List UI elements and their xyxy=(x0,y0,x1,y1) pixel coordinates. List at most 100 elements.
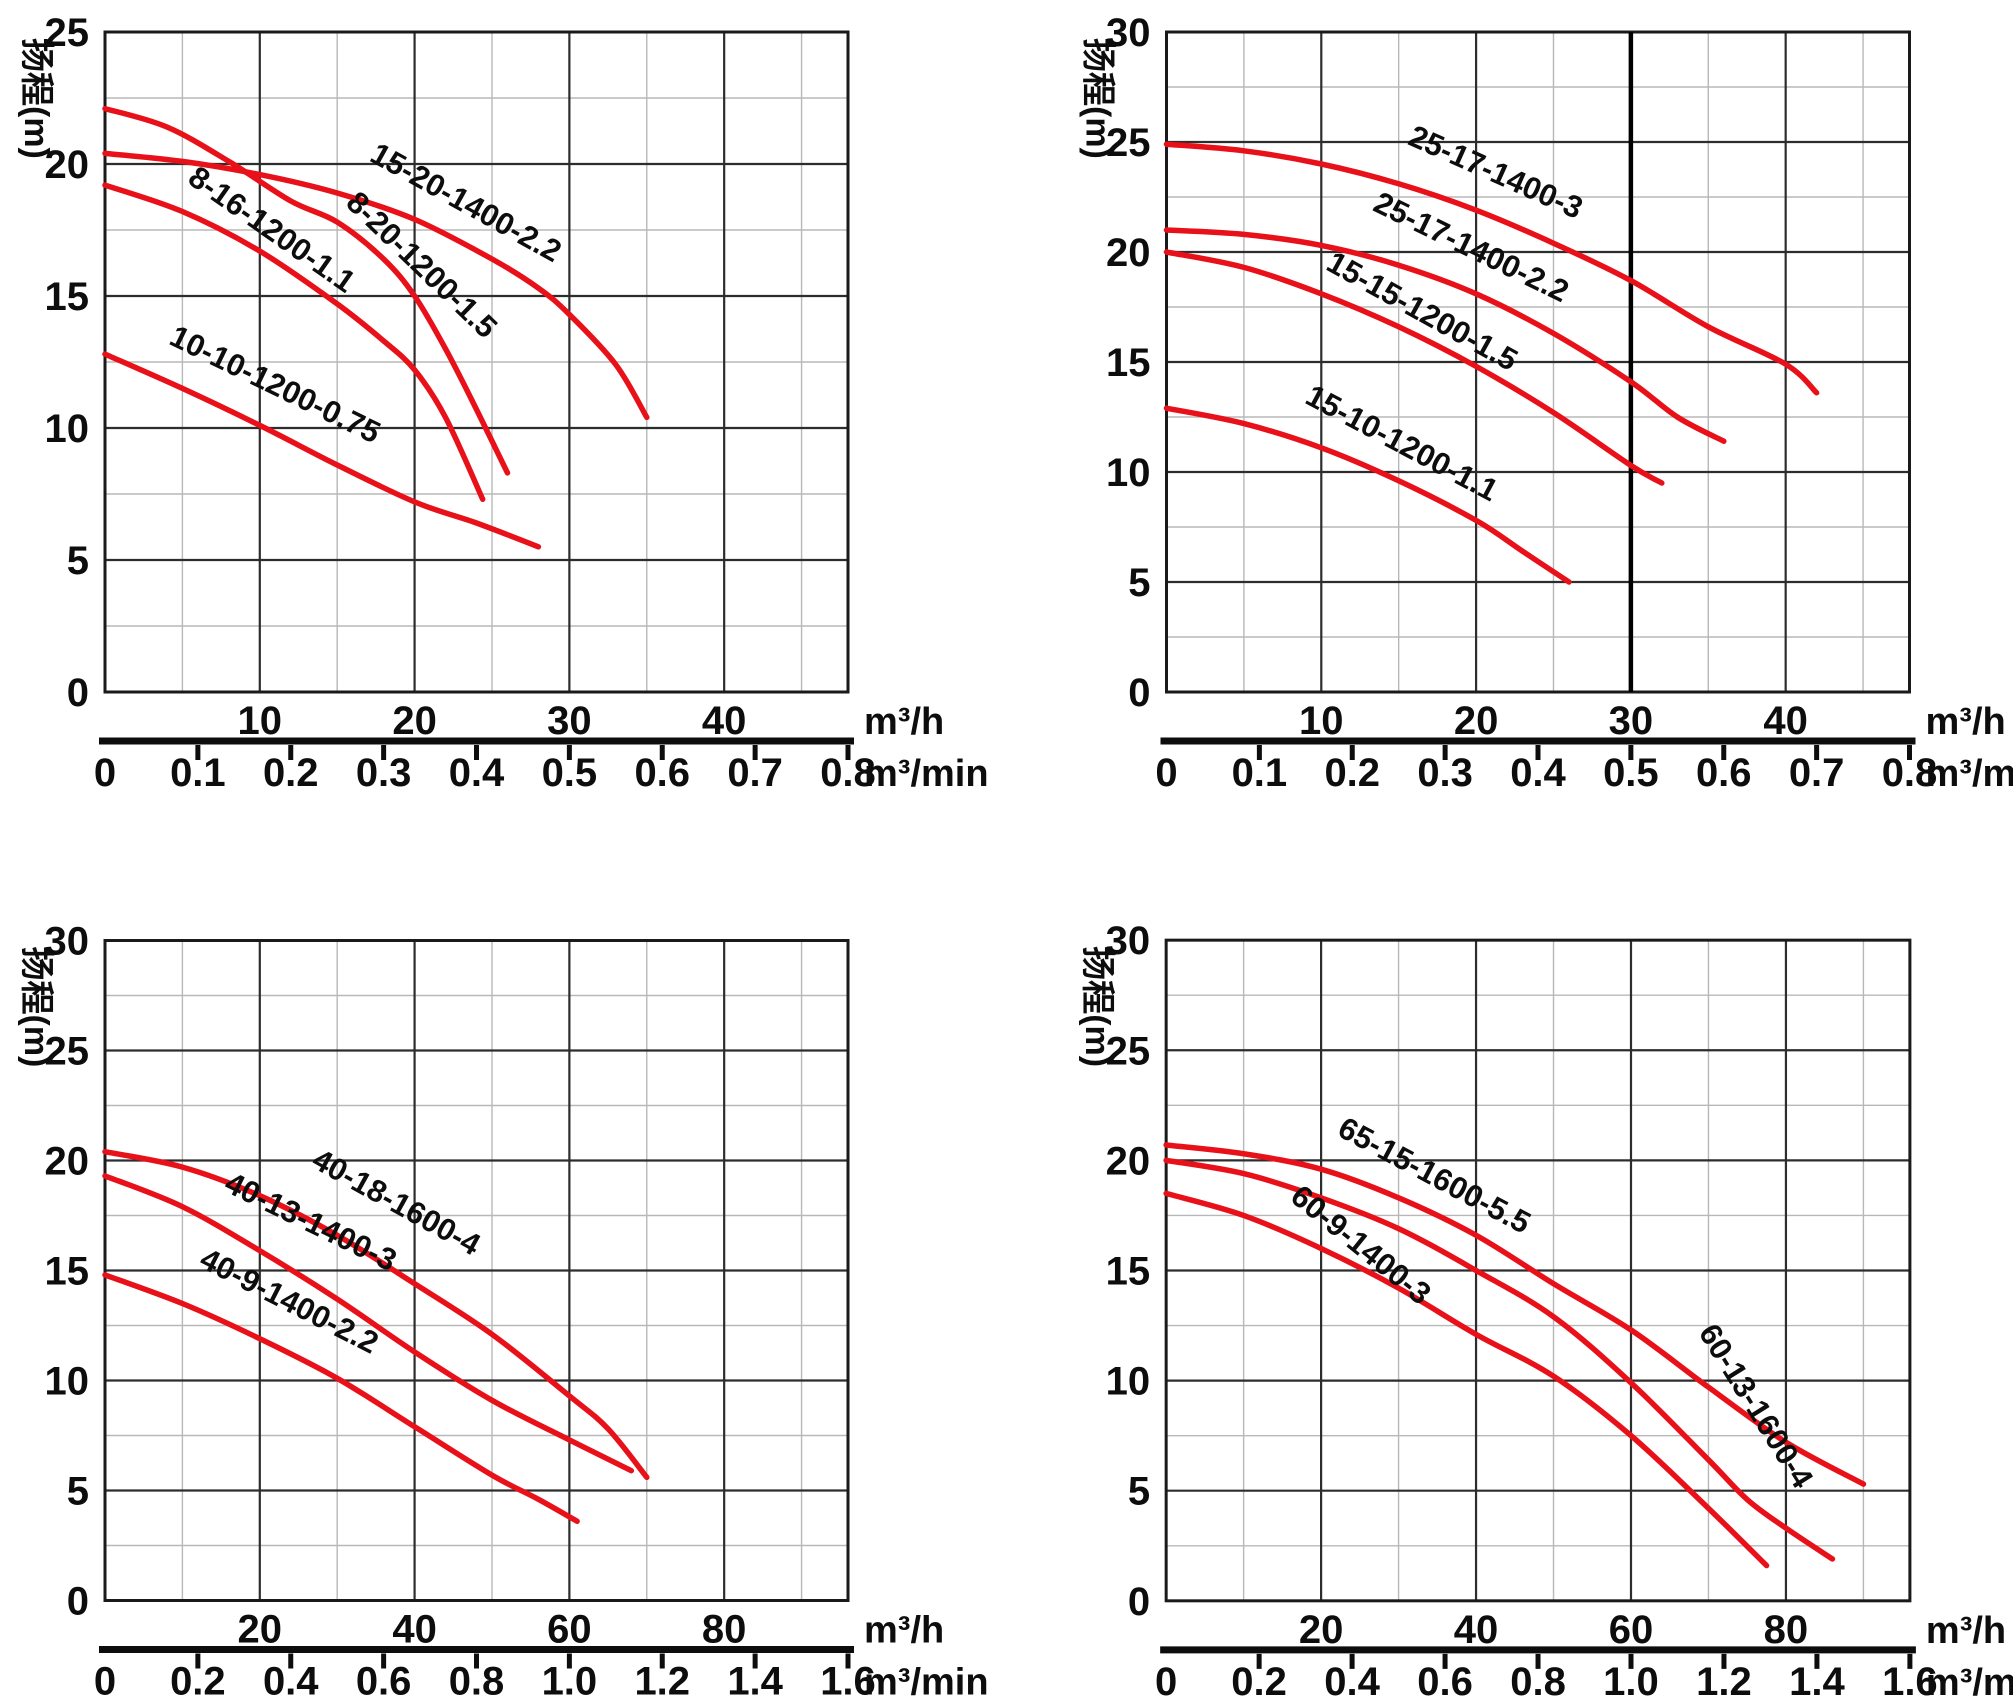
x-tick-label-min: 0 xyxy=(94,1660,116,1704)
x-tick-label-min: 1.2 xyxy=(1696,1660,1752,1704)
grid xyxy=(105,32,848,692)
x-tick-label-min: 0.2 xyxy=(1231,1660,1287,1704)
x-unit-min-label: m³/min xyxy=(1926,753,2013,795)
y-axis-title: 扬程(m) xyxy=(1079,38,1117,159)
x-tick-label-hour: 40 xyxy=(1454,1608,1499,1652)
x-tick-label-min: 0.6 xyxy=(634,751,690,795)
x-unit-hour-label: m³/h xyxy=(1926,701,2006,743)
x-tick-label-min: 1.6 xyxy=(1882,1660,1938,1704)
curve-40-13-1400-3 xyxy=(102,1173,635,1474)
y-tick-label: 0 xyxy=(67,671,89,715)
x-unit-min-label: m³/min xyxy=(864,753,989,795)
y-tick-label: 25 xyxy=(1106,121,1151,165)
y-tick-label: 5 xyxy=(67,1470,89,1514)
y-tick-label: 25 xyxy=(45,11,90,55)
x-tick-label-hour: 30 xyxy=(1609,699,1654,743)
x-axis-ticks-min: 0 0.2 0.4 0.6 0.8 1.0 1.2 1.4 1.6 xyxy=(1155,1653,1938,1704)
x-axis-ticks-hour: 10 20 30 40 xyxy=(238,699,747,743)
curve-15-10-1200-1.1 xyxy=(1163,405,1572,585)
curve-25-17-1400-3 xyxy=(1163,141,1820,396)
curve-60-13-1600-4 xyxy=(1163,1157,1836,1562)
x-tick-label-min: 0.3 xyxy=(356,751,412,795)
x-axis-ticks-hour: 20 40 60 80 xyxy=(1299,1608,1808,1652)
x-tick-label-hour: 80 xyxy=(702,1608,747,1652)
grid xyxy=(105,940,848,1601)
y-tick-label: 0 xyxy=(1128,1580,1150,1624)
x-tick-label-hour: 20 xyxy=(1454,699,1499,743)
curve-15-20-1400-2.2 xyxy=(102,150,650,421)
y-tick-label: 30 xyxy=(1106,919,1151,963)
curve-25-17-1400-2.2 xyxy=(1163,227,1727,444)
x-tick-label-hour: 40 xyxy=(702,699,747,743)
y-tick-label: 5 xyxy=(67,539,89,583)
x-axis-ticks-min: 0 0.2 0.4 0.6 0.8 1.0 1.2 1.4 1.6 xyxy=(94,1653,876,1704)
y-tick-label: 5 xyxy=(1128,1470,1150,1514)
x-tick-label-min: 0.1 xyxy=(170,751,226,795)
y-axis-title: 扬程(m) xyxy=(1078,946,1116,1067)
plot-border xyxy=(1165,30,1911,694)
x-tick-label-min: 0.4 xyxy=(1324,1660,1380,1704)
curve-label-15-10-1200-1.1: 15-10-1200-1.1 xyxy=(1300,378,1504,508)
x-tick-label-min: 1.2 xyxy=(634,1660,690,1704)
x-tick-label-min: 0.4 xyxy=(449,751,505,795)
x-tick-label-min: 0.8 xyxy=(1510,1660,1566,1704)
y-axis-ticks: 30 25 20 15 10 5 0 xyxy=(45,920,90,1624)
curves xyxy=(102,1148,650,1525)
x-tick-label-hour: 30 xyxy=(547,699,592,743)
x-tick-label-min: 0.7 xyxy=(727,751,783,795)
pump-chart-top-left: 25 20 15 10 5 0 扬程(m) 10 20 30 40 m³/h 0 0.1 0.2 0.3 0.4… xyxy=(0,0,1006,853)
x-unit-min-label: m³/min xyxy=(1926,1662,2013,1704)
curve-label-65-15-1600-5.5: 65-15-1600-5.5 xyxy=(1333,1110,1537,1240)
x-tick-label-hour: 40 xyxy=(392,1608,437,1652)
plot-border xyxy=(1164,938,1912,1603)
y-tick-label: 10 xyxy=(45,1360,90,1404)
x-unit-hour-label: m³/h xyxy=(864,701,944,743)
y-tick-label: 20 xyxy=(45,1140,90,1184)
y-tick-label: 0 xyxy=(1128,671,1150,715)
curves xyxy=(102,105,650,550)
pump-chart-top-right: 30 25 20 15 10 5 0 扬程(m) 10 20 30 40 m³/h 0 0.1 0.2 0.3 0… xyxy=(1006,0,2013,853)
x-tick-label-min: 0.5 xyxy=(1603,751,1659,795)
x-tick-label-min: 1.6 xyxy=(820,1660,876,1704)
x-axis-ticks-hour: 10 20 30 40 xyxy=(1299,699,1808,743)
curve-40-18-1600-4 xyxy=(102,1148,650,1481)
x-axis-ticks-min: 0 0.1 0.2 0.3 0.4 0.5 0.6 0.7 0.8 xyxy=(94,745,876,795)
curve-8-20-1200-1.5 xyxy=(102,105,511,476)
plot-border xyxy=(103,30,850,694)
y-tick-label: 15 xyxy=(45,1250,90,1294)
x-tick-label-hour: 20 xyxy=(1299,1608,1344,1652)
y-axis-ticks: 25 20 15 10 5 0 xyxy=(45,11,90,715)
x-tick-label-min: 0.6 xyxy=(1417,1660,1473,1704)
grid xyxy=(1166,940,1910,1601)
x-tick-label-hour: 20 xyxy=(392,699,437,743)
x-tick-label-min: 1.0 xyxy=(1603,1660,1659,1704)
x-tick-label-min: 0.4 xyxy=(263,1660,319,1704)
y-tick-label: 30 xyxy=(45,920,90,964)
x-tick-label-min: 0 xyxy=(1155,1660,1177,1704)
x-tick-label-min: 0.6 xyxy=(1696,751,1752,795)
curve-65-15-1600-5.5 xyxy=(1163,1142,1867,1487)
curves xyxy=(1163,141,1820,585)
curve-8-16-1200-1.1 xyxy=(102,182,486,503)
x-tick-label-hour: 60 xyxy=(1609,1608,1654,1652)
x-tick-label-hour: 20 xyxy=(238,1608,283,1652)
curve-15-15-1200-1.5 xyxy=(1163,249,1665,486)
pump-chart-svg-top-left: 25 20 15 10 5 0 扬程(m) 10 20 30 40 m³/h 0 0.1 0.2 0.3 0.4… xyxy=(17,11,989,795)
curves xyxy=(1163,1142,1867,1569)
y-axis-title: 扬程(m) xyxy=(17,38,55,159)
curve-40-9-1400-2.2 xyxy=(102,1272,580,1525)
y-axis-ticks: 30 25 20 15 10 5 0 xyxy=(1106,11,1151,715)
y-tick-label: 15 xyxy=(1106,341,1151,385)
curve-10-10-1200-0.75 xyxy=(102,351,542,550)
x-tick-label-min: 0 xyxy=(94,751,116,795)
x-tick-label-min: 1.4 xyxy=(727,1660,783,1704)
y-tick-label: 20 xyxy=(45,143,90,187)
x-tick-label-min: 0.1 xyxy=(1232,751,1288,795)
x-tick-label-hour: 60 xyxy=(547,1608,592,1652)
y-tick-label: 25 xyxy=(45,1030,90,1074)
x-tick-label-min: 0.3 xyxy=(1417,751,1473,795)
